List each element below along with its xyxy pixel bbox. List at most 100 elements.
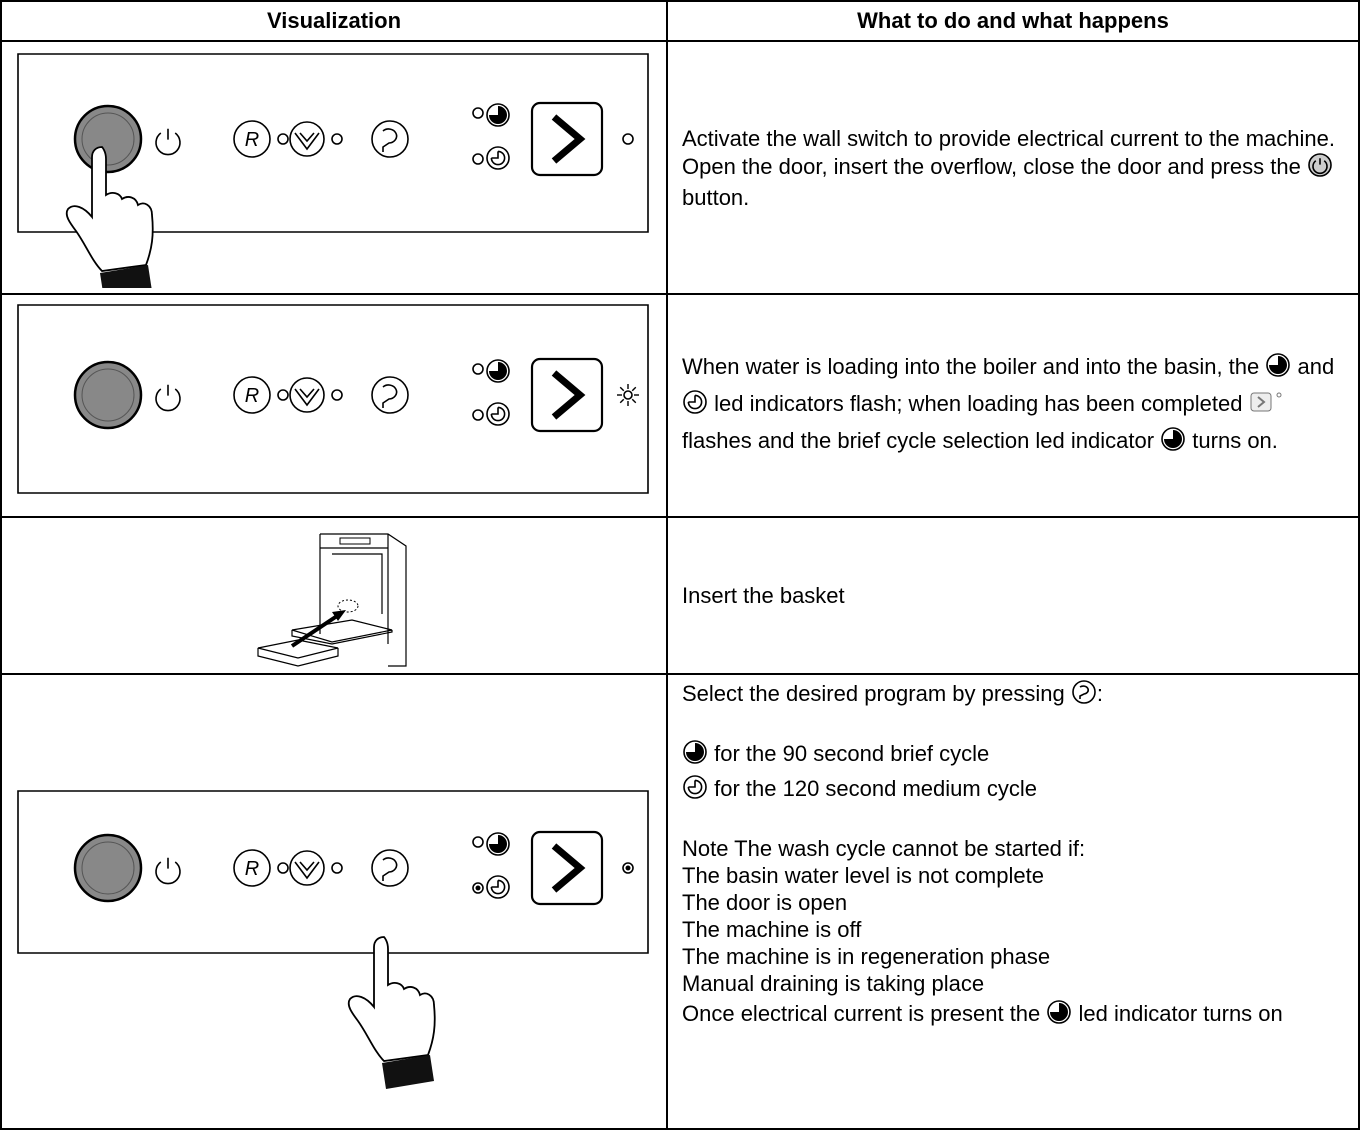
led-on	[625, 865, 631, 871]
led	[623, 134, 633, 144]
brief-icon	[1265, 352, 1291, 378]
flash-ray	[620, 399, 624, 403]
text: Note The wash cycle cannot be started if…	[682, 836, 1086, 861]
arrow-head	[332, 610, 346, 621]
program-icon	[1073, 681, 1095, 703]
inline-icon	[682, 739, 708, 773]
header-row: Visualization What to do and what happen…	[0, 0, 1360, 42]
clock-hand	[491, 407, 504, 420]
basket-spot	[337, 599, 359, 613]
led	[278, 134, 288, 144]
panel-border	[18, 791, 648, 953]
text: for the 90 second brief cycle	[714, 741, 990, 766]
brief-icon	[682, 739, 708, 765]
text: When water is loading into the boiler an…	[682, 354, 1260, 379]
led	[473, 837, 483, 847]
visual-cell: R	[0, 40, 668, 299]
filter-symbol	[295, 389, 319, 405]
text: Manual draining is taking place	[682, 971, 985, 996]
filter-button	[290, 851, 324, 885]
program-button	[372, 377, 408, 413]
control-panel-figure: R	[2, 42, 666, 299]
inline-icon	[1249, 389, 1283, 424]
next-icon	[1251, 393, 1271, 411]
power-icon	[156, 385, 180, 411]
main-button	[75, 362, 141, 428]
clock-icon	[684, 776, 706, 798]
text: Activate the wall switch to provide elec…	[682, 125, 1335, 151]
power-icon	[1307, 152, 1333, 178]
text-cell: Insert the basket	[666, 516, 1360, 675]
text: :	[1096, 681, 1104, 706]
text: Select the desired program by pressing	[682, 681, 1065, 706]
led	[332, 134, 342, 144]
medium-icon	[682, 774, 708, 800]
led	[332, 863, 342, 873]
clock-icon	[487, 104, 509, 126]
flash-ray	[632, 387, 636, 391]
led	[473, 108, 483, 118]
hand	[67, 147, 153, 271]
text: led indicator turns on	[1078, 1001, 1283, 1026]
filter-symbol	[295, 133, 319, 149]
start-chevron	[554, 373, 580, 417]
text: The machine is in regeneration phase	[682, 944, 1051, 969]
clock-hand	[491, 880, 504, 893]
clock-icon	[684, 391, 706, 413]
led-on	[475, 885, 481, 891]
basket	[258, 640, 338, 666]
flash-ray	[632, 399, 636, 403]
table-row: Insert the basket	[0, 516, 1360, 675]
led	[623, 863, 633, 873]
clock-hand	[688, 780, 701, 793]
inline-icon	[1265, 352, 1291, 387]
text: Open the door, insert the overflow, clos…	[682, 153, 1301, 179]
r-symbol: R	[245, 129, 259, 151]
text-cell: Activate the wall switch to provide elec…	[666, 40, 1360, 295]
main-button-ring	[82, 113, 134, 165]
panel-border	[18, 54, 648, 232]
power-icon	[156, 129, 180, 155]
text: The machine is off	[682, 917, 862, 942]
dishwasher	[320, 534, 406, 666]
brief-icon	[1046, 999, 1072, 1025]
inline-icon	[1046, 999, 1072, 1034]
clock-icon	[487, 876, 509, 898]
dishwasher-display	[340, 538, 370, 544]
medium-icon	[682, 389, 708, 415]
header-cell: What to do and what happens	[666, 0, 1360, 42]
clock-hand	[491, 151, 504, 164]
clock-icon	[1162, 428, 1184, 450]
clock-fill	[1050, 1003, 1069, 1021]
text: Insert the basket	[682, 583, 845, 608]
hand-cuff	[382, 1055, 434, 1089]
power-icon	[1313, 158, 1327, 173]
clock-icon	[487, 403, 509, 425]
text-cell: When water is loading into the boiler an…	[666, 293, 1360, 518]
text: The door is open	[682, 890, 848, 915]
led-flash	[624, 391, 632, 399]
door	[292, 620, 392, 644]
table-row: R Select the desired program by pressing…	[0, 673, 1360, 1130]
main-button-ring	[82, 842, 134, 894]
flash-ray	[620, 387, 624, 391]
filter-button	[290, 378, 324, 412]
visual-cell	[0, 516, 668, 675]
start-button	[532, 832, 602, 904]
power-icon	[156, 858, 180, 884]
led	[473, 364, 483, 374]
text: led indicators flash; when loading has b…	[714, 391, 1243, 416]
program-icon	[1071, 679, 1097, 705]
hand	[349, 937, 435, 1061]
table-row: R When water is loading into the boiler …	[0, 293, 1360, 518]
next-icon	[1249, 389, 1283, 415]
text-cell: Select the desired program by pressing :…	[666, 673, 1360, 1130]
text: turns on.	[1192, 428, 1278, 453]
main-button	[75, 106, 141, 172]
r-button	[234, 377, 270, 413]
clock-icon	[487, 360, 509, 382]
inline-icon	[682, 774, 708, 808]
clock-icon	[1048, 1001, 1070, 1023]
r-symbol: R	[245, 385, 259, 407]
